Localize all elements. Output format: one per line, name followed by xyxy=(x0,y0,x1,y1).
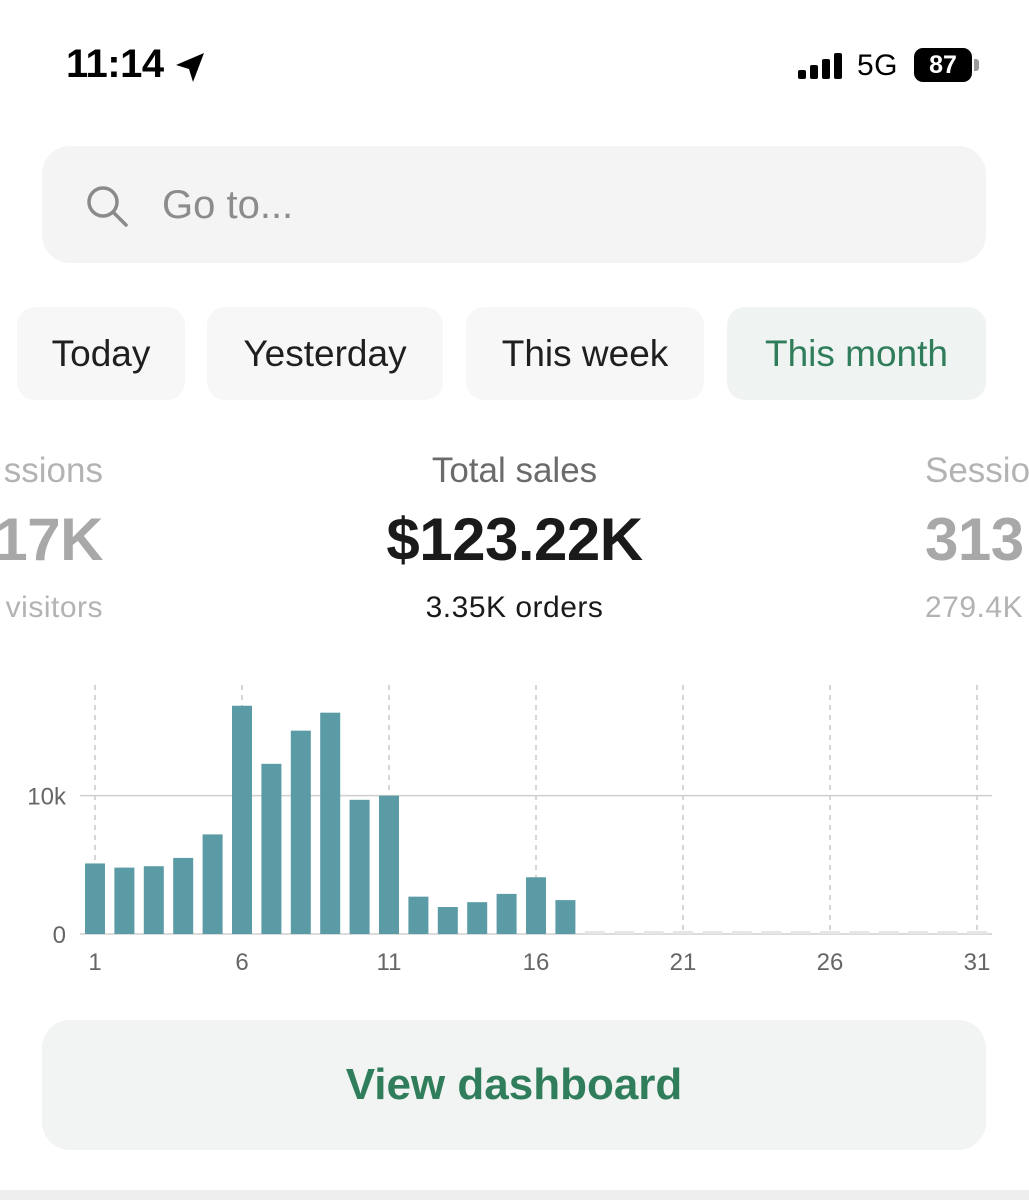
metric-sub: visitors xyxy=(5,591,103,624)
metric-value: 17K xyxy=(0,506,103,573)
x-tick-label: 16 xyxy=(523,949,550,976)
chart-bar xyxy=(555,900,576,934)
chart-bar-placeholder xyxy=(849,931,870,934)
chart-bar-placeholder xyxy=(761,931,782,934)
search-icon xyxy=(87,186,128,227)
total-sales-label: Total sales xyxy=(431,451,598,490)
chart-bar xyxy=(526,877,546,934)
chart-bar-placeholder xyxy=(967,931,987,934)
battery-level: 87 xyxy=(929,51,957,79)
chart-bar xyxy=(290,730,311,934)
y-tick-label: 0 xyxy=(53,922,66,949)
x-tick-label: 31 xyxy=(964,949,991,976)
search-input[interactable] xyxy=(160,146,944,265)
x-tick-label: 26 xyxy=(817,949,844,976)
chart-bar xyxy=(320,712,341,934)
metric-label: Sessio xyxy=(925,451,1029,490)
chart-bar xyxy=(349,799,370,934)
chart-bar-placeholder xyxy=(790,931,811,934)
chart-bar xyxy=(114,867,135,934)
metric-value: 313 xyxy=(925,506,1024,573)
chart-bar xyxy=(437,907,458,934)
chart-bar xyxy=(202,834,223,934)
chart-bar-placeholder xyxy=(673,931,693,934)
tab-yesterday[interactable]: Yesterday xyxy=(207,307,443,400)
orders-count: 3.35K orders xyxy=(425,591,604,624)
chart-bar-placeholder xyxy=(878,931,899,934)
chart-bar-placeholder xyxy=(908,931,929,934)
bottom-divider xyxy=(0,1190,1029,1200)
x-tick-label: 6 xyxy=(235,949,248,976)
tab-this-month[interactable]: This month xyxy=(727,307,986,400)
chart-bar-placeholder xyxy=(584,931,605,934)
chart-bar-placeholder xyxy=(820,931,840,934)
chart-bar xyxy=(232,705,252,934)
chart-bar-placeholder xyxy=(643,931,664,934)
y-tick-label: 10k xyxy=(27,784,67,811)
chart-bar xyxy=(143,866,164,934)
chart-bar xyxy=(85,863,105,934)
chart-bar-placeholder xyxy=(937,931,958,934)
network-type: 5G xyxy=(857,49,899,82)
x-tick-label: 11 xyxy=(377,949,402,976)
chart-bar-placeholder xyxy=(614,931,635,934)
x-tick-label: 1 xyxy=(88,949,101,976)
status-time: 11:14 xyxy=(66,42,164,86)
view-dashboard-button[interactable]: View dashboard xyxy=(42,1020,986,1150)
x-tick-label: 21 xyxy=(670,949,697,976)
total-sales-value: $123.22K xyxy=(386,506,643,573)
chart-bar xyxy=(467,902,488,934)
metric-sub: 279.4K xyxy=(925,591,1024,624)
chart-bar-placeholder xyxy=(731,931,752,934)
chart-bar xyxy=(173,857,194,934)
chart-bar xyxy=(261,763,282,934)
cellular-signal-icon xyxy=(798,53,842,79)
battery-icon: 87 xyxy=(914,48,980,82)
battery-body xyxy=(914,48,972,82)
chart-bar xyxy=(379,795,399,934)
tab-today[interactable]: Today xyxy=(17,307,185,400)
metric-label: ssions xyxy=(3,451,103,490)
chart-bar-placeholder xyxy=(702,931,723,934)
search-bar[interactable] xyxy=(42,146,986,265)
chart-bar xyxy=(408,896,429,934)
location-arrow-icon xyxy=(176,53,204,82)
chart-bar xyxy=(496,893,517,934)
tab-this-week[interactable]: This week xyxy=(466,307,704,400)
battery-cap xyxy=(974,59,979,71)
status-bar: 11:14 5G 87 xyxy=(0,0,1029,130)
